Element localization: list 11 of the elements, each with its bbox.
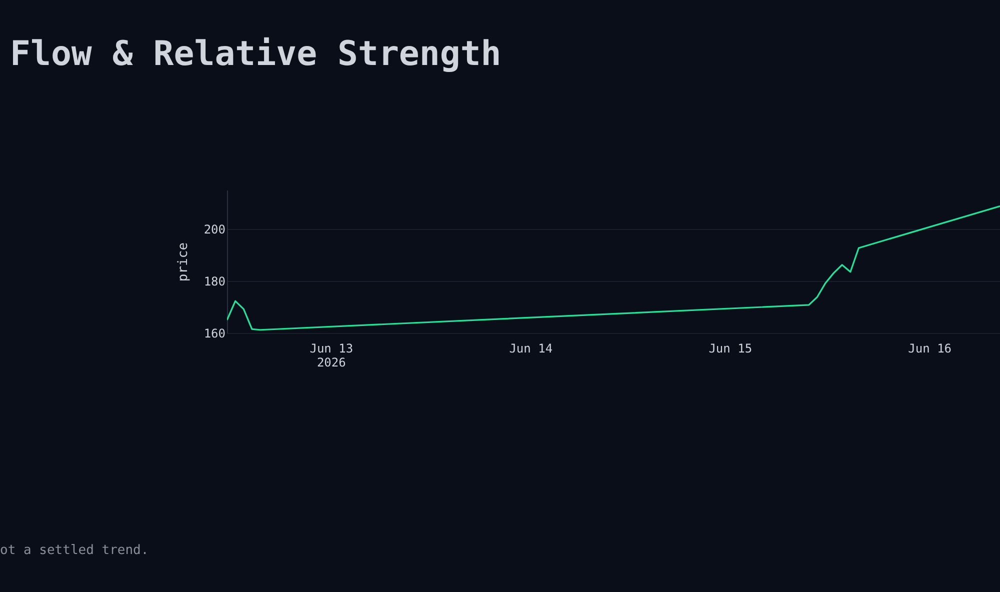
y-axis-title: price	[176, 242, 191, 282]
line-series	[227, 205, 1000, 331]
y-tick-label: 200	[204, 222, 226, 236]
y-tick-label: 180	[204, 274, 226, 288]
x-tick-label: Jun 14	[509, 342, 553, 356]
chart-title: Flow & Relative Strength	[10, 34, 502, 74]
y-tick-label: 160	[204, 326, 226, 340]
text: ot a settled trend.	[0, 543, 149, 558]
x-tick-label: Jun 13 2026	[310, 342, 354, 370]
x-tick-label: Jun 15	[708, 342, 752, 356]
x-tick-label: Jun 16	[908, 342, 952, 356]
